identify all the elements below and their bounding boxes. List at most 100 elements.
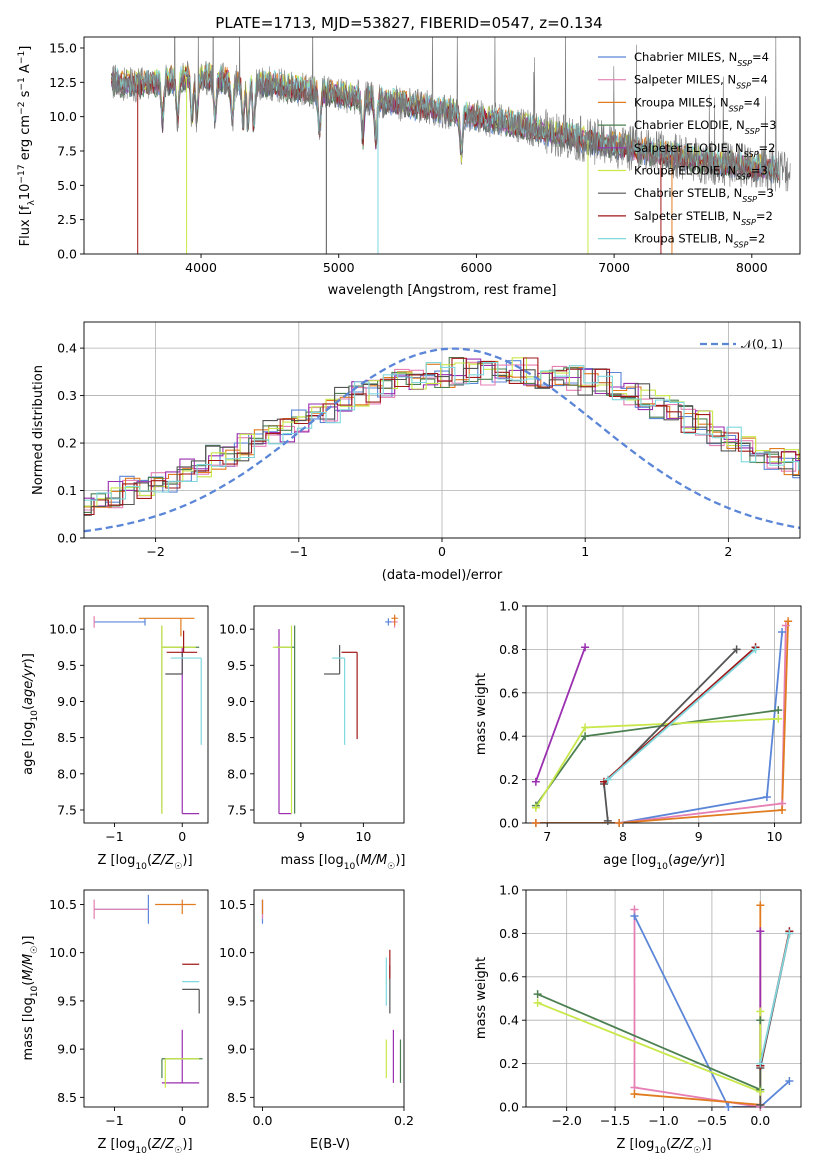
y-tick-label: 12.5 [49,75,77,90]
x-tick-label: 5000 [323,260,355,275]
weight-line [634,905,762,1106]
y-tick-label: 0.4 [499,1013,519,1028]
y-axis-label-part: ( [21,705,36,710]
weight-line [607,648,757,781]
plus-marker [732,645,741,654]
x-axis-label-part: Z [log [97,853,135,868]
axes-box [253,889,405,1108]
x-tick-label: 7000 [598,260,630,275]
weight-line [535,625,787,823]
y-tick-label: 7.5 [57,802,77,817]
plus-marker [724,1103,733,1111]
x-tick-label: −2 [146,544,164,559]
y-tick-label: 0.2 [499,772,519,787]
x-tick-label: −1 [290,544,308,559]
y-axis-label-part: −1 [17,77,27,90]
y-axis-label: mass weight [474,673,489,755]
legend-label-part: Kroupa MILES, N [634,95,729,109]
legend-label: Kroupa MILES, NSSP=4 [634,95,760,113]
weight-line [535,717,779,809]
x-axis-label-part: 10 [135,1146,147,1156]
y-axis-label-part: A [18,64,33,77]
x-tick-label: 9 [695,829,703,844]
x-axis-label-part: Z [log [97,1137,135,1152]
x-tick-label: 8000 [736,260,768,275]
axes-box [83,889,209,1108]
x-tick-label: 10 [355,829,371,844]
plus-marker [630,905,639,914]
legend-label-part: Salpeter STELIB, N [634,209,741,223]
plus-marker [603,775,612,784]
y-axis-label-part: −2 [17,102,27,115]
legend-label-part: =2 [748,232,765,246]
x-tick-label: 6000 [461,260,493,275]
x-axis-label-part: mass [log [281,853,344,868]
y-tick-label: 8.5 [227,730,247,745]
legend-label-part: SSP [736,81,751,90]
y-axis-label-part: Flux [f [18,205,33,246]
x-tick-label: 1 [581,544,589,559]
histogram-step-line [84,362,800,516]
axes-frame: −1 08.59.09.510.010.5Z [log10(Z/Z☉)]mass … [21,889,209,1156]
y-tick-label: 2.5 [57,212,77,227]
plus-marker [778,628,787,637]
plus-marker [785,1076,794,1085]
y-axis-label-part: ( [21,981,36,986]
y-axis-label-part: mass [log [21,997,36,1060]
plot-area [84,347,800,533]
weight-line [534,646,586,783]
x-axis-label-part: 10 [656,862,668,872]
legend-label-part: Chabrier STELIB, N [634,186,742,200]
x-tick-label: −1 [105,1113,123,1128]
axes-frame: −2.0 −1.5 −1.0 −0.5 0.0 0.0 0.2 0.4 0.6 0.8 1.0 Z [… [474,883,802,1156]
plus-marker [781,621,790,630]
panel-mass-vs-Z: −1 08.59.09.510.010.5Z [log10(Z/Z☉)]mass … [21,889,209,1156]
y-tick-label: 8.5 [57,1090,77,1105]
y-tick-label: 10.5 [219,897,247,912]
weight-line [603,646,757,783]
weight-line [537,1001,762,1094]
plus-marker [762,792,771,801]
x-axis-label-part: ( [147,1137,152,1152]
x-axis-label-part: ( [668,853,673,868]
y-tick-label: 1.0 [499,883,519,898]
x-axis-label-part: ( [666,1137,671,1152]
legend-label-part: SSP [742,195,757,204]
plus-marker [533,990,542,999]
plus-marker [774,714,783,723]
y-axis-label: age [log10(age/yr)] [21,653,40,775]
plus-marker [785,929,794,938]
y-tick-label: 9.0 [227,694,247,709]
x-axis-label-part: M/M [360,853,387,868]
x-axis-label-part: )] [182,1137,192,1152]
panel-mass-vs-EBV: 0.0 0.2 8.5 9.0 9.5 10.0 10.5 E(B-V) [219,889,414,1152]
legend-label-part: SSP [734,240,749,249]
x-tick-label: 2 [724,544,732,559]
y-tick-label: 0.6 [499,685,519,700]
plus-marker [774,706,783,715]
x-axis-label-part: ☉ [693,1146,701,1156]
weight-line [759,933,791,1105]
y-axis-label-part: )] [21,936,36,946]
y-tick-label: 9.0 [57,694,77,709]
y-tick-label: 10.0 [219,945,247,960]
y-tick-label: 0.4 [499,729,519,744]
y-tick-label: 5.0 [57,178,77,193]
x-axis-label-part: )] [395,853,405,868]
y-tick-label: 8.5 [57,730,77,745]
legend-label-part: SSP [741,217,756,226]
plus-marker [581,723,590,732]
y-tick-label: 9.5 [57,993,77,1008]
y-tick-label: 8.0 [57,766,77,781]
legend-label-part: SSP [737,59,752,68]
x-axis-label-part: Z [log [616,1137,654,1152]
legend-label: Salpeter MILES, NSSP=4 [634,73,768,91]
panel-residuals: −2 −1 0 1 2 0.0 0.1 0.2 0.3 0.4 𝒩(0, 1) (data-model… [31,321,801,583]
plus-marker [756,901,765,910]
y-tick-label: 0.4 [57,341,77,356]
plot-area [272,614,398,815]
axes-box [253,605,405,824]
